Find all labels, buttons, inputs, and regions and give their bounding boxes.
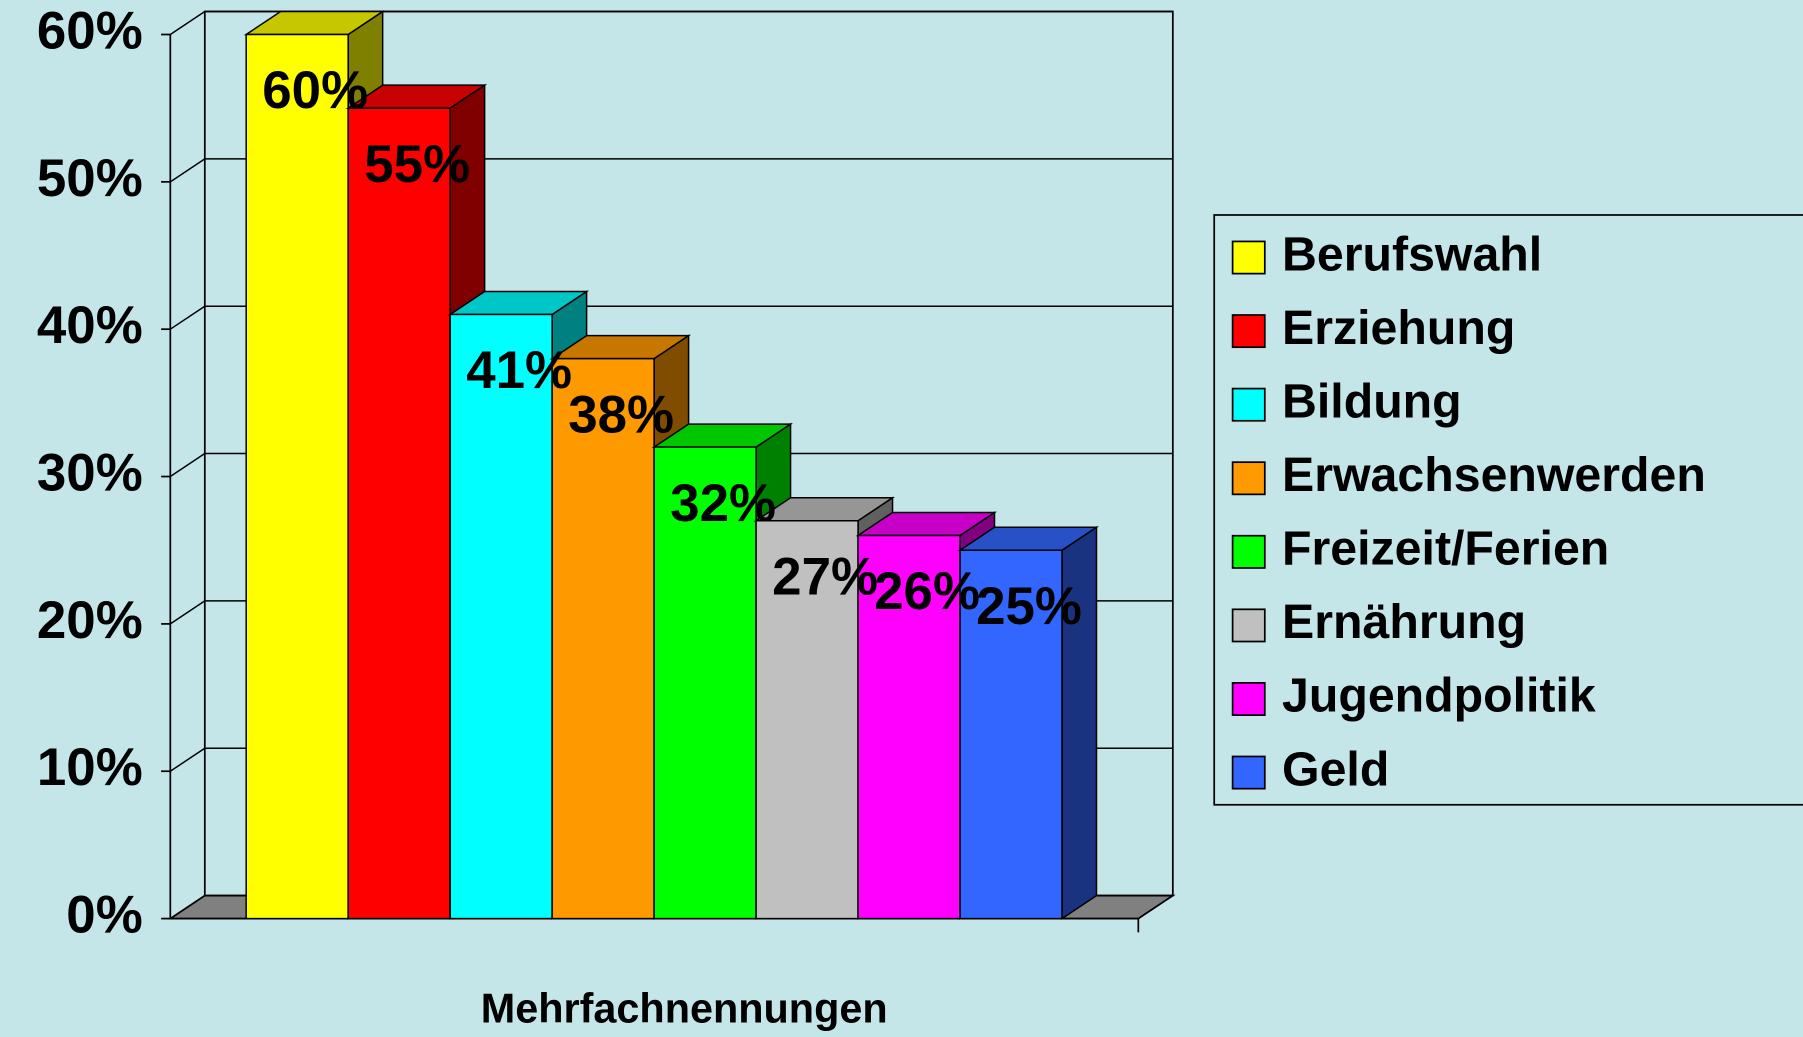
data-label: 38% bbox=[568, 385, 674, 444]
data-label: 60% bbox=[262, 61, 368, 120]
x-axis-label: Mehrfachnennungen bbox=[481, 986, 888, 1032]
legend-label: Jugendpolitik bbox=[1282, 669, 1596, 723]
legend-swatch bbox=[1231, 682, 1266, 716]
bar-front bbox=[551, 357, 655, 920]
bar-front bbox=[857, 534, 961, 920]
data-label: 41% bbox=[466, 341, 572, 400]
bar-front bbox=[653, 446, 757, 920]
data-label: 25% bbox=[976, 577, 1082, 636]
y-tick-label: 50% bbox=[37, 149, 143, 208]
grid-line bbox=[169, 452, 1173, 478]
bar-front bbox=[347, 107, 451, 920]
y-tick-label: 0% bbox=[66, 886, 142, 945]
legend-label: Erwachsenwerden bbox=[1282, 448, 1706, 502]
legend-swatch bbox=[1231, 240, 1266, 275]
legend-swatch bbox=[1231, 755, 1266, 790]
bar-front bbox=[245, 33, 349, 920]
grid-line bbox=[169, 158, 1173, 183]
legend-label: Geld bbox=[1282, 742, 1389, 796]
legend-swatch bbox=[1231, 608, 1266, 643]
legend-label: Freizeit/Ferien bbox=[1282, 522, 1609, 576]
y-tick-label: 60% bbox=[37, 1, 143, 60]
grid-line bbox=[169, 10, 1173, 36]
legend-box bbox=[1213, 214, 1803, 806]
data-label: 27% bbox=[772, 547, 878, 606]
legend-swatch bbox=[1231, 534, 1266, 569]
y-tick-label: 30% bbox=[37, 444, 143, 503]
data-label: 32% bbox=[670, 474, 776, 533]
legend-label: Bildung bbox=[1282, 374, 1462, 428]
bar-front bbox=[449, 313, 553, 920]
bar-front bbox=[755, 519, 859, 920]
y-tick-label: 20% bbox=[37, 591, 143, 650]
data-label: 55% bbox=[364, 135, 470, 194]
bar-front bbox=[959, 549, 1063, 920]
legend-swatch bbox=[1231, 314, 1266, 349]
legend-label: Berufswahl bbox=[1282, 227, 1542, 281]
legend-label: Erziehung bbox=[1282, 301, 1515, 355]
y-tick-label: 40% bbox=[37, 296, 143, 355]
data-label: 26% bbox=[874, 562, 980, 621]
bar bbox=[957, 525, 1099, 920]
grid-line bbox=[169, 305, 1173, 330]
legend-label: Ernährung bbox=[1282, 595, 1526, 649]
legend-swatch bbox=[1231, 461, 1266, 496]
y-tick-label: 10% bbox=[37, 738, 143, 797]
legend-swatch bbox=[1231, 387, 1266, 422]
